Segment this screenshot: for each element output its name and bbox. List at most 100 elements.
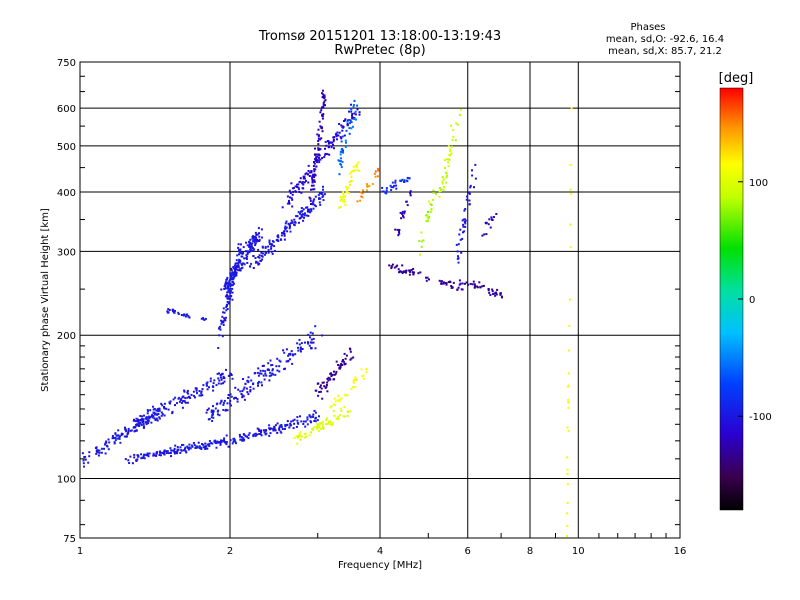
data-point [258, 433, 261, 435]
data-point [355, 378, 358, 381]
data-point [206, 409, 209, 411]
data-point [310, 338, 313, 341]
data-point [344, 195, 347, 198]
data-point [291, 362, 294, 365]
data-point [231, 377, 234, 380]
data-point [88, 455, 91, 458]
data-point [473, 283, 476, 286]
data-point [222, 311, 225, 314]
data-point [184, 315, 187, 318]
data-point [491, 288, 494, 291]
data-point [286, 360, 289, 363]
data-point [210, 442, 213, 444]
data-point [271, 369, 274, 372]
y-tick-label: 200 [57, 331, 76, 342]
data-point [186, 401, 189, 404]
data-point [132, 419, 135, 422]
data-point [391, 263, 394, 266]
data-point [338, 123, 341, 125]
data-point [403, 212, 406, 215]
data-point [152, 405, 154, 408]
data-point [257, 382, 260, 385]
data-point [452, 135, 455, 138]
data-point [284, 225, 287, 228]
data-point [352, 379, 355, 382]
data-point [344, 362, 347, 365]
data-point [206, 443, 209, 446]
data-point [188, 443, 191, 446]
data-point [303, 216, 305, 219]
data-point [259, 433, 262, 435]
data-point [293, 218, 296, 221]
data-point [294, 221, 297, 224]
data-point [319, 197, 322, 200]
data-point [468, 191, 471, 194]
data-point [174, 404, 176, 407]
data-point [210, 410, 213, 413]
data-point [229, 285, 232, 288]
data-point [350, 175, 353, 178]
data-point [341, 364, 343, 366]
data-point [322, 185, 324, 188]
data-point [285, 424, 288, 426]
data-point [314, 347, 317, 350]
data-point [277, 234, 280, 237]
grid-lines [80, 62, 680, 538]
data-point [425, 276, 427, 279]
data-point [492, 216, 495, 218]
data-point [271, 244, 274, 247]
data-point [230, 395, 233, 398]
data-point [409, 270, 411, 273]
data-point [127, 459, 130, 462]
data-point [176, 448, 179, 451]
data-point [308, 344, 311, 347]
data-point [229, 292, 232, 295]
data-point [464, 222, 467, 225]
data-point [248, 432, 251, 435]
data-point [317, 382, 320, 385]
data-point [349, 358, 352, 361]
data-point [499, 292, 502, 295]
data-point [220, 400, 223, 402]
data-point [226, 281, 229, 284]
data-point [233, 276, 236, 279]
data-point [333, 404, 336, 407]
data-point [220, 322, 223, 325]
data-point [342, 151, 345, 154]
data-point [183, 400, 186, 403]
data-point [404, 269, 407, 272]
data-point [362, 377, 365, 380]
data-point [230, 274, 233, 277]
data-point [420, 231, 423, 234]
data-point [249, 386, 252, 389]
data-point [242, 395, 245, 398]
data-point [329, 378, 332, 381]
data-point [253, 372, 256, 375]
data-point [314, 417, 317, 420]
data-point [343, 198, 346, 201]
data-point [325, 385, 328, 388]
data-point [258, 262, 261, 265]
data-point [169, 400, 172, 403]
data-point [312, 207, 315, 210]
data-point [163, 407, 166, 410]
data-point [256, 240, 259, 243]
data-point [124, 426, 126, 429]
data-point [104, 452, 107, 455]
data-point [263, 431, 266, 434]
data-point [310, 421, 313, 424]
data-point [235, 274, 238, 277]
data-point [494, 294, 497, 297]
data-points [81, 89, 573, 537]
data-point [426, 276, 429, 279]
data-point [285, 360, 288, 363]
data-point [340, 157, 342, 160]
data-point [179, 452, 182, 454]
data-point [340, 160, 342, 163]
data-point [329, 420, 332, 423]
data-point [391, 181, 394, 184]
data-point [315, 156, 318, 159]
data-point [200, 392, 203, 395]
data-point [270, 374, 272, 377]
data-point [352, 165, 355, 168]
